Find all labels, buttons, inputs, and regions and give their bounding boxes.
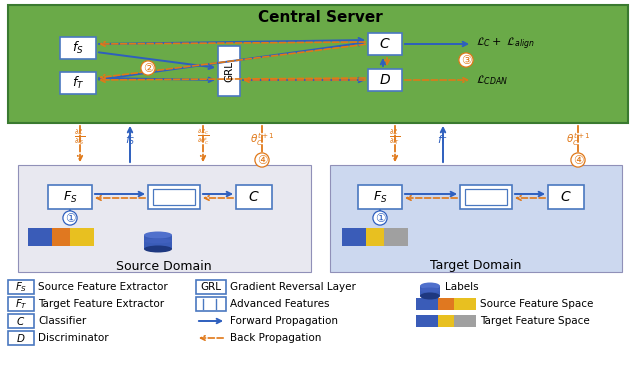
Text: $D$: $D$ (16, 332, 26, 344)
Text: Target Domain: Target Domain (430, 259, 522, 273)
Text: $\frac{\partial\mathcal{L}}{\partial f_T}$: $\frac{\partial\mathcal{L}}{\partial f_T… (389, 128, 401, 147)
Bar (8, 314, 34, 328)
Bar (438, 315, 454, 327)
Text: Target Feature Space: Target Feature Space (480, 316, 589, 326)
Bar (8, 297, 34, 311)
Text: ③: ③ (461, 53, 471, 67)
Text: ②: ② (143, 61, 153, 75)
Text: $F_S$: $F_S$ (15, 280, 27, 294)
Bar (548, 185, 584, 209)
Text: Back Propagation: Back Propagation (230, 333, 321, 343)
Bar (8, 280, 34, 294)
Bar (70, 228, 94, 246)
Text: $\mathcal{L}_{CDAN}$: $\mathcal{L}_{CDAN}$ (476, 73, 508, 87)
Text: $F_S$: $F_S$ (372, 190, 387, 205)
Text: GRL: GRL (224, 60, 234, 82)
Text: $C$: $C$ (248, 190, 260, 204)
Text: Gradient Reversal Layer: Gradient Reversal Layer (230, 282, 356, 292)
Text: $D$: $D$ (379, 73, 391, 87)
Text: $F_T$: $F_T$ (15, 297, 28, 311)
Text: $F_S$: $F_S$ (63, 190, 77, 205)
Ellipse shape (420, 283, 440, 290)
Text: $f_T$: $f_T$ (72, 75, 84, 91)
Bar (18, 165, 311, 272)
Bar (48, 185, 92, 209)
Text: $C$: $C$ (379, 37, 391, 51)
Ellipse shape (420, 292, 440, 299)
Text: $C$: $C$ (560, 190, 572, 204)
Text: ④: ④ (573, 153, 583, 167)
Text: $\mathcal{L}_C+\ \mathcal{L}_{align}$: $\mathcal{L}_C+\ \mathcal{L}_{align}$ (476, 36, 535, 52)
Bar (236, 185, 272, 209)
Text: Source Feature Extractor: Source Feature Extractor (38, 282, 168, 292)
Bar (196, 280, 226, 294)
Bar (460, 185, 512, 209)
Text: Advanced Features: Advanced Features (230, 299, 330, 309)
Text: Discriminator: Discriminator (38, 333, 109, 343)
Text: Classifier: Classifier (38, 316, 86, 326)
Bar (196, 297, 226, 311)
Text: Labels: Labels (445, 282, 479, 292)
Bar (52, 228, 70, 246)
Text: ①: ① (375, 212, 385, 224)
Bar (218, 46, 240, 96)
Bar (416, 315, 438, 327)
Text: $f_S$: $f_S$ (125, 133, 135, 147)
Bar (366, 228, 384, 246)
Text: $\frac{\partial\mathcal{L}_C}{\partial\theta_C^t}$: $\frac{\partial\mathcal{L}_C}{\partial\t… (196, 127, 209, 147)
Text: Source Feature Space: Source Feature Space (480, 299, 593, 309)
Bar (358, 185, 402, 209)
Text: Central Server: Central Server (258, 11, 382, 26)
Text: ①: ① (65, 212, 76, 224)
Bar (153, 189, 195, 205)
Text: $\frac{\partial\mathcal{L}}{\partial f_S}$: $\frac{\partial\mathcal{L}}{\partial f_S… (74, 128, 86, 147)
Text: $C$: $C$ (17, 315, 26, 327)
Bar (416, 298, 438, 310)
Text: $f_T$: $f_T$ (437, 133, 449, 147)
Bar (148, 185, 200, 209)
Bar (384, 228, 408, 246)
Bar (368, 33, 402, 55)
Bar (465, 189, 507, 205)
Bar (342, 228, 366, 246)
Text: ④: ④ (257, 153, 268, 167)
Text: $\theta_C^{t+1}$: $\theta_C^{t+1}$ (566, 132, 591, 148)
Text: $f_S$: $f_S$ (72, 40, 84, 56)
Text: GRL: GRL (200, 282, 221, 292)
Bar (8, 331, 34, 345)
Ellipse shape (144, 246, 172, 253)
Bar (368, 69, 402, 91)
Bar (28, 228, 52, 246)
Bar (330, 165, 622, 272)
Text: $\theta_C^{t+1}$: $\theta_C^{t+1}$ (250, 132, 275, 148)
Text: Source Domain: Source Domain (116, 259, 212, 273)
Bar (438, 298, 454, 310)
Ellipse shape (144, 232, 172, 239)
Bar (420, 286, 440, 296)
Text: Target Feature Extractor: Target Feature Extractor (38, 299, 164, 309)
Bar (8, 5, 628, 123)
Text: Forward Propagation: Forward Propagation (230, 316, 338, 326)
Bar (454, 315, 476, 327)
Bar (60, 37, 96, 59)
Ellipse shape (144, 239, 172, 243)
Bar (60, 72, 96, 94)
Bar (454, 298, 476, 310)
Ellipse shape (420, 288, 440, 292)
Bar (144, 235, 172, 249)
